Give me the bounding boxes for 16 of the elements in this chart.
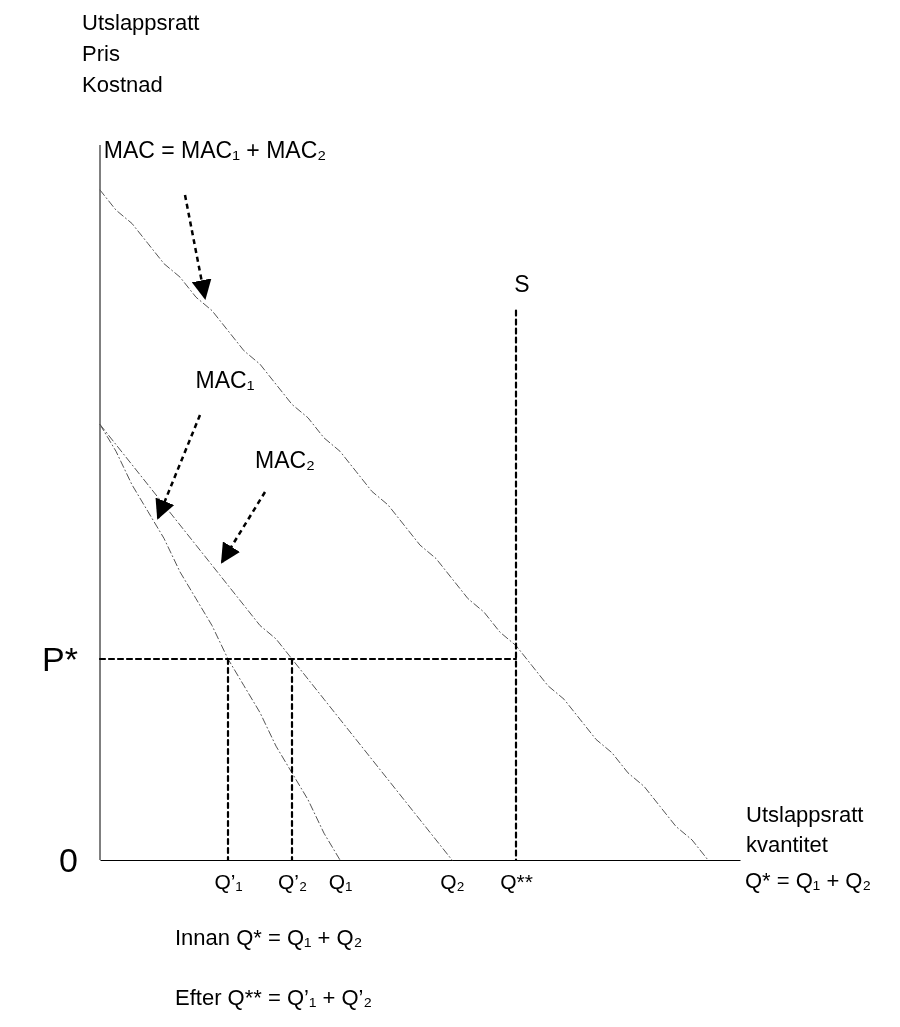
x-tick-label: Q’₂	[277, 869, 308, 893]
text: 0	[59, 841, 78, 879]
text: MAC = MAC₁ + MAC₂	[103, 137, 327, 163]
x-axis-title: Utslappsratt kvantitet	[746, 802, 864, 857]
y-axis-title: Utslappsratt Pris Kostnad	[82, 10, 200, 97]
text: Q* = Q₁ + Q₂	[745, 868, 872, 893]
x-tick-label: Q’₁	[214, 869, 243, 893]
annotation: MAC₁	[195, 367, 255, 393]
text: P*	[42, 640, 78, 678]
text: Efter Q** = Q’₁ + Q’₂	[175, 985, 372, 1010]
x-tick-label: Q₁	[328, 869, 353, 893]
annotation: MAC₂	[254, 447, 316, 473]
text: Innan Q* = Q₁ + Q₂	[175, 925, 363, 950]
x-tick-label: Q**	[500, 869, 533, 893]
annotation: S	[514, 271, 530, 297]
x-tick-label: Q₂	[440, 869, 465, 893]
